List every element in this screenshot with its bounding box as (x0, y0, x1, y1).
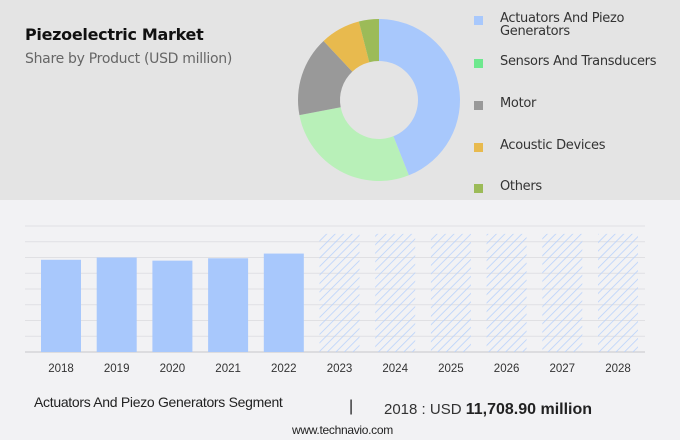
donut-slice (323, 21, 370, 72)
x-tick-label: 2021 (215, 363, 241, 375)
bar-2025 (430, 233, 471, 352)
legend-item-actuators: Actuators And Piezo Generators (474, 12, 660, 38)
bar-2018 (41, 259, 81, 352)
chart-subtitle: Share by Product (USD million) (25, 51, 233, 67)
x-tick-label: 2019 (104, 363, 130, 375)
x-tick-label: 2020 (160, 363, 186, 375)
legend-swatch-icon (474, 59, 483, 68)
bar-2021 (208, 258, 249, 352)
legend-label: Others (500, 179, 542, 194)
bar-chart: 2018 2019 2020 2021 2022 2023 2024 2025 2026 2027… (25, 225, 645, 375)
donut-slice (379, 19, 460, 176)
legend-label: Actuators And Piezo Generators (500, 11, 625, 39)
x-tick-label: 2028 (605, 363, 631, 375)
legend-item-acoustic: Acoustic Devices (474, 139, 660, 152)
legend-swatch-icon (474, 184, 483, 193)
segment-value-amount: 11,708.90 million (465, 401, 593, 418)
legend-label: Motor (500, 96, 537, 111)
x-tick-label: 2022 (271, 363, 297, 375)
legend-item-sensors: Sensors And Transducers (474, 55, 660, 68)
legend-item-others: Others (474, 180, 660, 193)
bar-2027 (542, 233, 583, 352)
bar-2024 (375, 233, 416, 352)
bar-2022 (263, 253, 304, 352)
donut-chart (298, 19, 460, 181)
x-tick-label: 2023 (327, 363, 353, 375)
segment-value: 2018 : USD 11,708.90 million (384, 401, 592, 419)
segment-label: Actuators And Piezo Generators Segment (34, 394, 283, 410)
legend-swatch-icon (474, 101, 483, 110)
bar-2023 (319, 233, 360, 352)
bar-2019 (96, 257, 137, 352)
bar-2028 (598, 233, 638, 352)
legend-swatch-icon (474, 16, 483, 25)
donut-slice (298, 40, 353, 116)
x-tick-label: 2024 (382, 363, 408, 375)
x-tick-label: 2026 (494, 363, 520, 375)
donut-slice (299, 107, 409, 181)
segment-value-prefix: 2018 : USD (384, 401, 462, 418)
footer-separator: | (349, 398, 354, 415)
legend-label: Acoustic Devices (500, 138, 606, 153)
bar-2020 (152, 260, 193, 352)
x-tick-label: 2027 (550, 363, 576, 375)
legend-item-motor: Motor (474, 97, 660, 110)
x-tick-label: 2018 (48, 363, 74, 375)
bar-2026 (486, 233, 527, 352)
x-tick-label: 2025 (438, 363, 464, 375)
donut-slice (358, 19, 379, 63)
source-url: www.technavio.com (292, 423, 393, 437)
legend-swatch-icon (474, 143, 483, 152)
chart-title: Piezoelectric Market (25, 25, 204, 44)
legend-label: Sensors And Transducers (500, 54, 657, 69)
